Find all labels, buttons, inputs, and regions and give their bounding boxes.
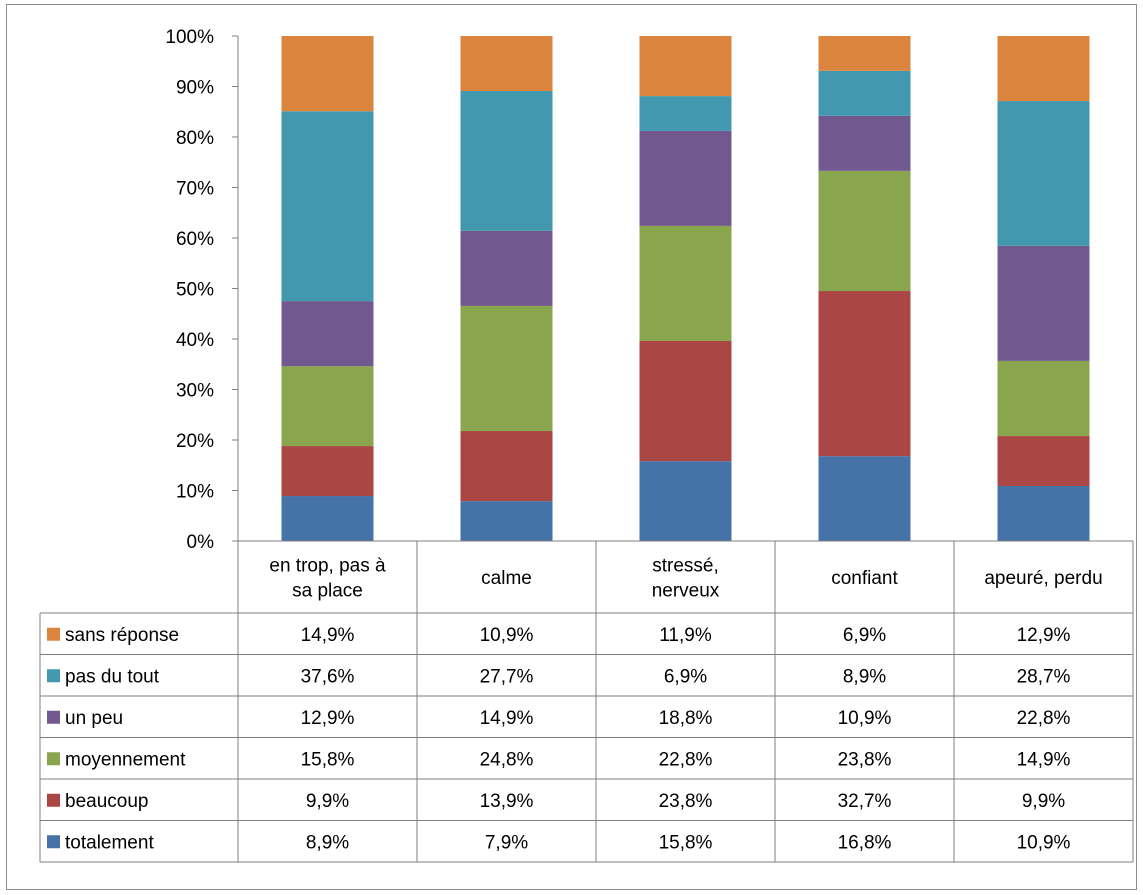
data-label: 15,8% — [301, 749, 355, 770]
bar-segment — [997, 245, 1090, 361]
legend-swatch — [47, 710, 60, 724]
data-label: 8,9% — [843, 666, 886, 687]
bar-segment — [639, 130, 732, 226]
bar-segment — [818, 456, 911, 541]
data-label: 37,6% — [301, 666, 355, 687]
data-label: 11,9% — [659, 625, 712, 646]
y-tick-label: 30% — [176, 381, 214, 402]
bar-segment — [818, 70, 911, 116]
bar-segment — [818, 291, 911, 457]
y-tick-label: 100% — [165, 27, 214, 48]
data-label: 23,8% — [659, 791, 713, 812]
data-label: 14,9% — [301, 625, 355, 646]
data-label: 18,8% — [659, 708, 713, 729]
x-tick-label: confiant — [831, 568, 898, 589]
bar-segment — [460, 90, 553, 231]
y-tick-label: 90% — [176, 78, 214, 99]
data-label: 7,9% — [485, 832, 528, 853]
bar-segment — [818, 36, 911, 71]
data-label: 15,8% — [659, 832, 713, 853]
data-label: 9,9% — [306, 791, 349, 812]
bar-segment — [818, 170, 911, 292]
data-label: 12,9% — [1017, 625, 1071, 646]
legend-label: un peu — [65, 708, 123, 729]
y-tick-label: 10% — [176, 482, 214, 503]
bar-segment — [818, 115, 911, 171]
y-tick-label: 0% — [187, 532, 215, 553]
legend-swatch — [47, 752, 60, 766]
x-tick-label: calme — [481, 568, 532, 589]
bar-segment — [639, 96, 732, 131]
legend-label: pas du tout — [65, 666, 160, 687]
bar-segment — [460, 36, 553, 91]
x-tick-label: stressé, — [652, 556, 719, 577]
y-tick-label: 50% — [176, 280, 214, 301]
data-label: 14,9% — [480, 708, 534, 729]
data-label: 22,8% — [659, 749, 713, 770]
chart-frame — [6, 4, 1137, 890]
data-label: 32,7% — [838, 791, 892, 812]
bar-segment — [281, 36, 374, 112]
legend-label: moyennement — [65, 749, 186, 770]
legend-label: totalement — [65, 832, 154, 853]
data-label: 10,9% — [838, 708, 892, 729]
x-tick-label: apeuré, perdu — [984, 568, 1102, 589]
bar-segment — [460, 230, 553, 306]
data-label: 8,9% — [306, 832, 349, 853]
legend-swatch — [47, 627, 60, 641]
legend-label: sans réponse — [65, 625, 179, 646]
data-label: 24,8% — [480, 749, 534, 770]
data-label: 10,9% — [1017, 832, 1071, 853]
bar-segment — [281, 111, 374, 302]
bar-segment — [639, 36, 732, 97]
y-tick-label: 20% — [176, 431, 214, 452]
data-label: 6,9% — [664, 666, 707, 687]
bar-segment — [281, 446, 374, 497]
data-label: 10,9% — [480, 625, 534, 646]
x-tick-label: en trop, pas à — [269, 556, 386, 577]
bar-segment — [997, 360, 1090, 437]
bar-segment — [997, 486, 1090, 541]
data-label: 27,7% — [480, 666, 534, 687]
data-label: 9,9% — [1022, 791, 1065, 812]
data-label: 14,9% — [1017, 749, 1071, 770]
bar-segment — [639, 341, 732, 462]
data-label: 6,9% — [843, 625, 886, 646]
bar-segment — [639, 225, 732, 342]
bar-segment — [281, 366, 374, 447]
x-tick-label: sa place — [292, 581, 363, 602]
legend-swatch — [47, 835, 60, 849]
legend-label: beaucoup — [65, 791, 148, 812]
bar-segment — [997, 101, 1090, 246]
y-tick-label: 80% — [176, 128, 214, 149]
bar-segment — [460, 305, 553, 432]
legend-swatch — [47, 669, 60, 683]
bar-segment — [281, 496, 374, 541]
data-label: 16,8% — [838, 832, 892, 853]
bar-segment — [997, 436, 1090, 487]
y-tick-label: 60% — [176, 229, 214, 250]
data-label: 23,8% — [838, 749, 892, 770]
y-tick-label: 40% — [176, 330, 214, 351]
bar-segment — [460, 431, 553, 502]
bar-segment — [639, 461, 732, 541]
data-label: 13,9% — [480, 791, 534, 812]
bar-segment — [281, 301, 374, 367]
y-tick-label: 70% — [176, 179, 214, 200]
legend-swatch — [47, 793, 60, 807]
bar-segment — [460, 501, 553, 541]
data-label: 22,8% — [1017, 708, 1071, 729]
data-label: 12,9% — [301, 708, 355, 729]
bar-segment — [997, 36, 1090, 102]
data-label: 28,7% — [1017, 666, 1071, 687]
x-tick-label: nerveux — [652, 581, 720, 602]
